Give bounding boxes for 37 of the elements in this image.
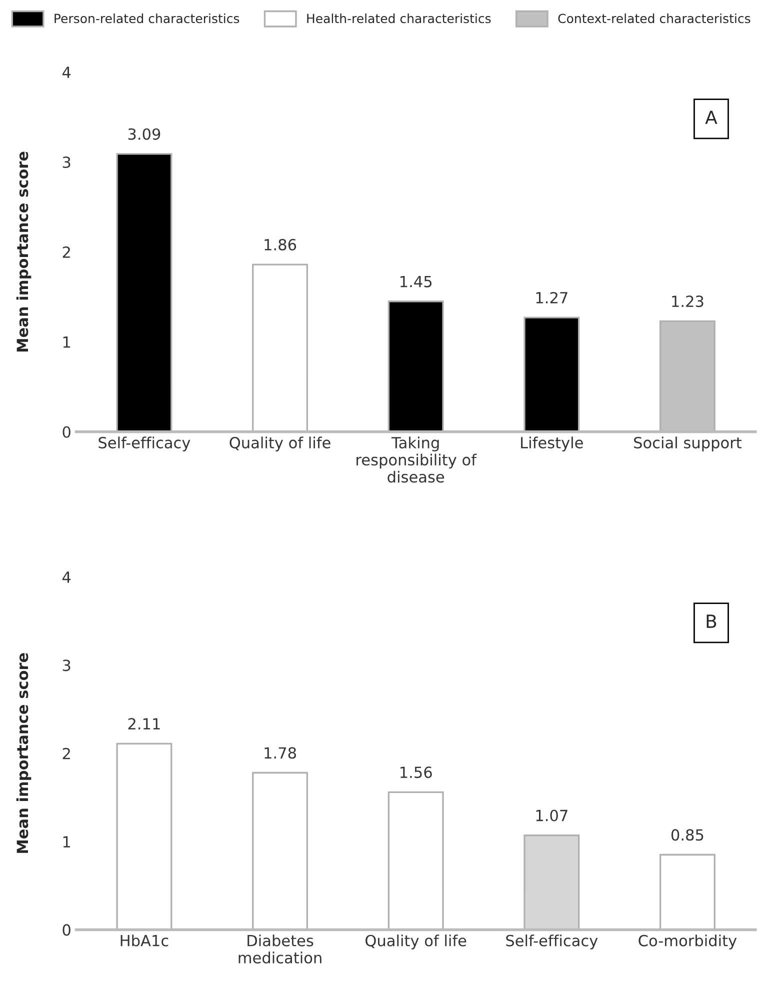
y-tick-label: 1 — [63, 836, 70, 848]
y-tick-label: 4 — [62, 66, 71, 78]
data-label: 1.78 — [264, 747, 296, 759]
y-axis-title: Mean importance score — [16, 653, 32, 853]
x-tick-label: Taking responsibility of disease — [356, 436, 477, 483]
legend-label: Person-related characteristics — [54, 14, 240, 24]
legend-label: Health-related characteristics — [307, 14, 491, 24]
data-label: 0.85 — [671, 829, 704, 841]
x-tick-label: Self-efficacy — [98, 436, 190, 452]
y-tick-label: 1 — [63, 336, 70, 348]
y-tick-label: 3 — [62, 156, 70, 168]
y-axis-title: Mean importance score — [16, 152, 32, 352]
x-tick-label: Quality of life — [230, 436, 330, 452]
legend-label: Context-related characteristics — [558, 14, 750, 24]
x-tick-label: Diabetes medication — [238, 934, 322, 964]
x-tick-label: Quality of life — [366, 934, 466, 950]
y-tick-label: 2 — [62, 246, 70, 258]
data-label: 1.27 — [536, 292, 568, 304]
data-label: 1.86 — [264, 238, 296, 250]
x-tick-label: Lifestyle — [521, 436, 583, 452]
x-tick-label: HbA1c — [120, 934, 168, 946]
data-label: 2.11 — [128, 718, 160, 730]
data-label: 1.45 — [400, 276, 432, 288]
data-label: 1.56 — [400, 766, 432, 778]
y-tick-label: 2 — [62, 748, 70, 760]
y-tick-label: 0 — [62, 924, 70, 936]
data-label: 1.07 — [536, 810, 568, 822]
annotation: A — [705, 110, 718, 124]
y-tick-label: 3 — [62, 660, 70, 672]
data-label: 1.23 — [672, 296, 704, 308]
x-tick-label: Self-efficacy — [506, 934, 598, 950]
y-tick-label: 4 — [62, 572, 71, 583]
x-tick-label: Social support — [634, 436, 742, 452]
data-label: 3.09 — [128, 128, 160, 140]
x-tick-label: Co-morbidity — [638, 934, 737, 950]
y-tick-label: 0 — [62, 426, 70, 438]
annotation: B — [706, 614, 716, 628]
